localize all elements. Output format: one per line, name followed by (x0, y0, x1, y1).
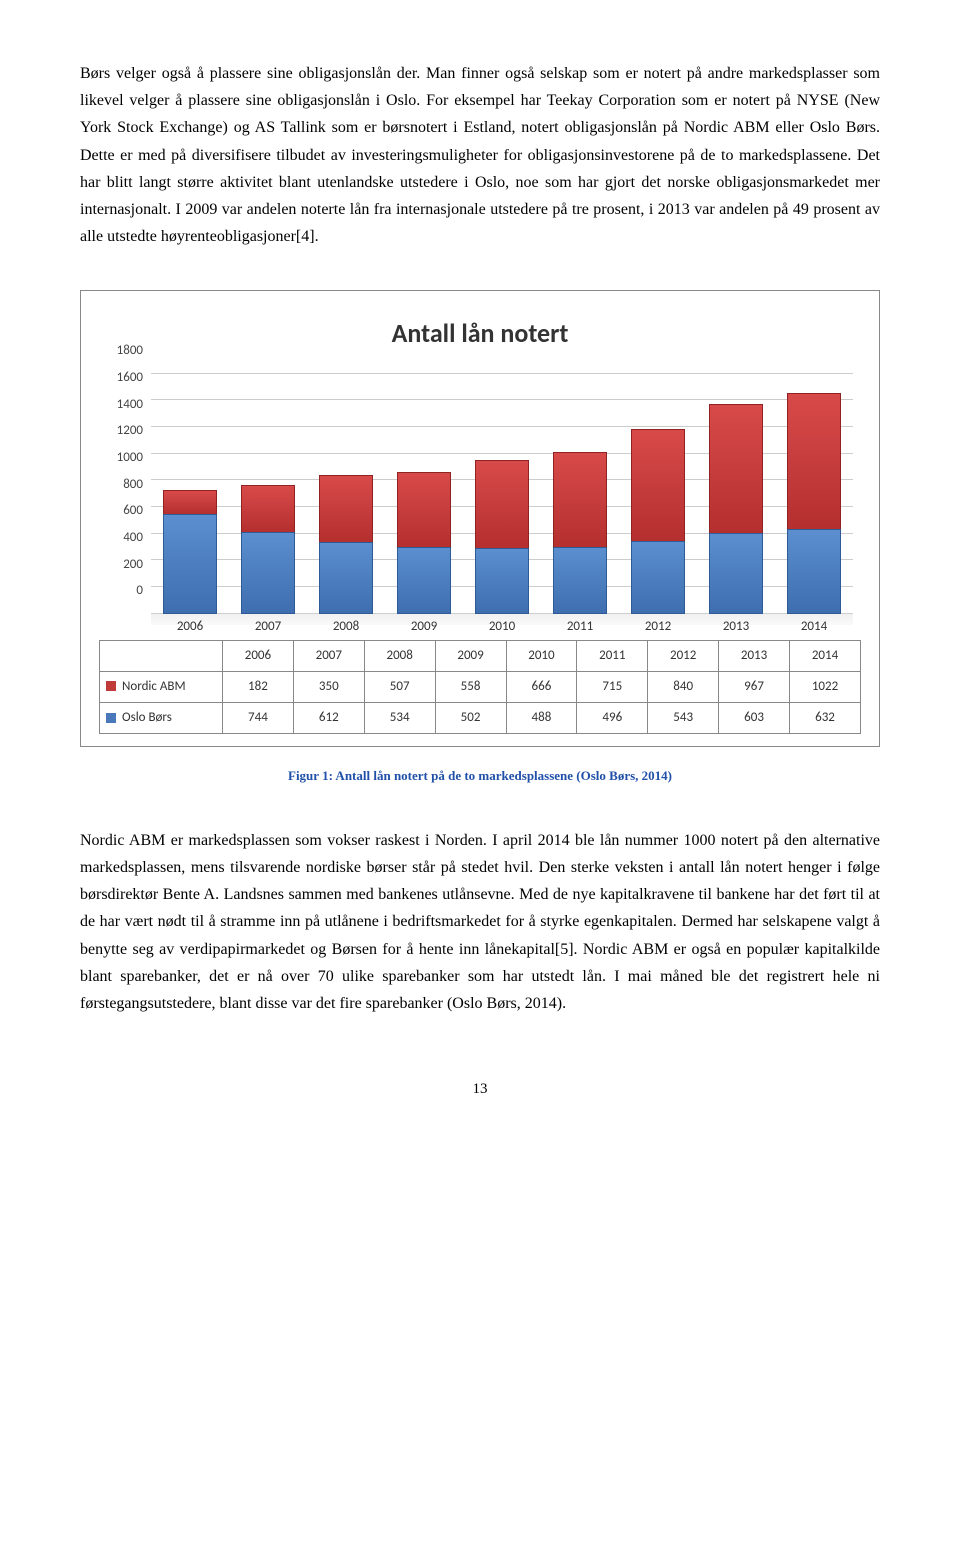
table-header-cell: 2014 (790, 640, 861, 671)
table-header-cell: 2012 (648, 640, 719, 671)
bar-segment-oslo (631, 541, 685, 613)
chart-data-table: 200620072008200920102011201220132014 Nor… (99, 640, 861, 734)
x-label: 2009 (397, 616, 451, 634)
paragraph-1: Børs velger også å plassere sine obligas… (80, 60, 880, 250)
table-row-head: Nordic ABM (100, 671, 223, 702)
bar-segment-nordic (475, 460, 529, 549)
bar-segment-nordic (787, 393, 841, 529)
bar-column (397, 472, 451, 613)
bar-segment-oslo (553, 547, 607, 613)
bar-segment-oslo (475, 548, 529, 613)
bar-column (631, 429, 685, 613)
bar-segment-nordic (631, 429, 685, 541)
bar-segment-oslo (163, 514, 217, 613)
chart-plot: 020040060080010001200140016001800 200620… (151, 374, 853, 634)
y-tick: 1000 (117, 447, 143, 469)
bar-segment-nordic (163, 490, 217, 514)
y-tick: 1600 (117, 367, 143, 389)
table-cell: 543 (648, 702, 719, 733)
bar-column (553, 452, 607, 613)
page-number: 13 (80, 1077, 880, 1103)
y-tick: 400 (123, 527, 143, 549)
table-header-cell: 2011 (577, 640, 648, 671)
y-axis: 020040060080010001200140016001800 (99, 374, 147, 614)
table-header-cell: 2010 (506, 640, 577, 671)
table-row: Oslo Børs744612534502488496543603632 (100, 702, 861, 733)
table-cell: 507 (364, 671, 435, 702)
table-header-cell: 2007 (293, 640, 364, 671)
table-cell: 603 (719, 702, 790, 733)
table-corner-cell (100, 640, 223, 671)
table-cell: 182 (223, 671, 294, 702)
y-tick: 0 (136, 580, 143, 602)
table-row: Nordic ABM1823505075586667158409671022 (100, 671, 861, 702)
bar-segment-nordic (241, 485, 295, 532)
table-cell: 488 (506, 702, 577, 733)
y-tick: 1200 (117, 420, 143, 442)
bar-segment-nordic (397, 472, 451, 546)
x-label: 2012 (631, 616, 685, 634)
table-cell: 558 (435, 671, 506, 702)
table-header-cell: 2009 (435, 640, 506, 671)
y-tick: 1800 (117, 340, 143, 362)
paragraph-2: Nordic ABM er markedsplassen som vokser … (80, 827, 880, 1017)
x-label: 2011 (553, 616, 607, 634)
bar-segment-oslo (397, 547, 451, 614)
table-header-row: 200620072008200920102011201220132014 (100, 640, 861, 671)
table-header-cell: 2013 (719, 640, 790, 671)
table-body: Nordic ABM1823505075586667158409671022Os… (100, 671, 861, 733)
x-label: 2007 (241, 616, 295, 634)
table-header-cell: 2008 (364, 640, 435, 671)
legend-swatch-icon (106, 713, 116, 723)
bar-segment-oslo (787, 529, 841, 613)
chart-bars (151, 374, 853, 614)
y-tick: 600 (123, 500, 143, 522)
bar-column (319, 475, 373, 614)
figure-caption: Figur 1: Antall lån notert på de to mark… (80, 765, 880, 787)
chart-container: Antall lån notert 0200400600800100012001… (80, 290, 880, 746)
x-label: 2008 (319, 616, 373, 634)
table-cell: 502 (435, 702, 506, 733)
table-cell: 350 (293, 671, 364, 702)
table-cell: 744 (223, 702, 294, 733)
bar-segment-oslo (709, 533, 763, 613)
y-tick: 1400 (117, 394, 143, 416)
bar-column (787, 393, 841, 614)
chart-title: Antall lån notert (99, 311, 861, 355)
bar-column (163, 490, 217, 613)
bar-column (709, 404, 763, 613)
y-tick: 800 (123, 474, 143, 496)
bar-segment-nordic (709, 404, 763, 533)
x-axis: 2006 2007 2008 2009 2010 2011 2012 2013 2014 (151, 616, 853, 634)
table-cell: 715 (577, 671, 648, 702)
table-cell: 534 (364, 702, 435, 733)
bar-column (475, 460, 529, 614)
table-cell: 666 (506, 671, 577, 702)
bar-column (241, 485, 295, 613)
x-label: 2006 (163, 616, 217, 634)
table-cell: 840 (648, 671, 719, 702)
legend-swatch-icon (106, 681, 116, 691)
x-label: 2013 (709, 616, 763, 634)
bar-segment-nordic (553, 452, 607, 547)
bar-segment-nordic (319, 475, 373, 543)
table-cell: 496 (577, 702, 648, 733)
table-cell: 1022 (790, 671, 861, 702)
y-tick: 200 (123, 554, 143, 576)
table-row-head: Oslo Børs (100, 702, 223, 733)
table-cell: 612 (293, 702, 364, 733)
x-label: 2014 (787, 616, 841, 634)
table-cell: 967 (719, 671, 790, 702)
table-header-cell: 2006 (223, 640, 294, 671)
bar-segment-oslo (241, 532, 295, 614)
table-cell: 632 (790, 702, 861, 733)
x-label: 2010 (475, 616, 529, 634)
bar-segment-oslo (319, 542, 373, 613)
